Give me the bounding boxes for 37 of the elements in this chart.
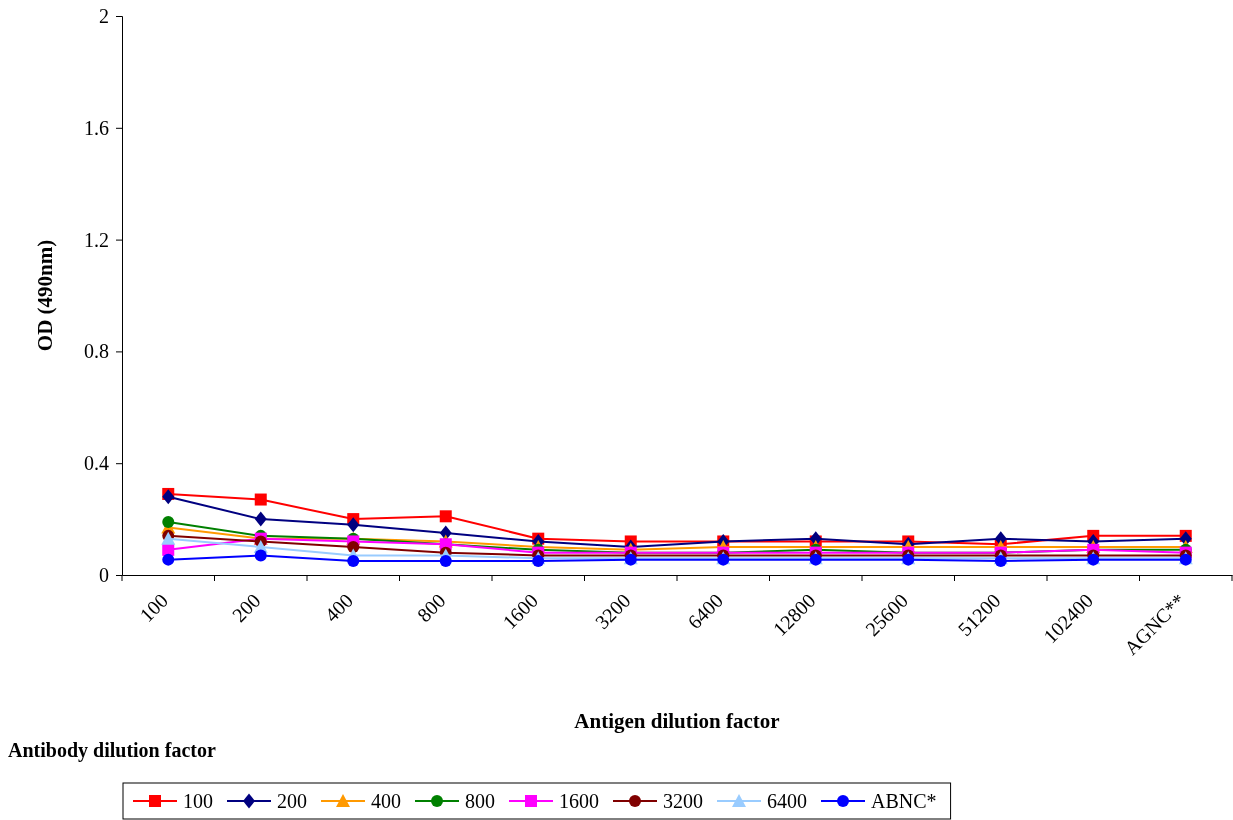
x-tick-label: 200 [227, 589, 265, 626]
point [254, 511, 267, 527]
point [347, 555, 360, 568]
point [162, 489, 175, 505]
x-tick-label: 6400 [683, 589, 728, 634]
legend-label: 400 [371, 790, 401, 812]
legend-title: Antibody dilution factor [8, 739, 216, 762]
legend-label: ABNC* [871, 790, 937, 812]
x-tick-label: 400 [320, 589, 358, 626]
y-tick-label: 0.4 [84, 452, 109, 475]
point [347, 541, 360, 554]
point [994, 555, 1007, 568]
legend-label: 200 [277, 790, 307, 812]
legend-label: 3200 [663, 790, 703, 812]
y-axis-title: OD (490nm) [33, 239, 57, 352]
point [347, 517, 360, 533]
legend-label: 1600 [559, 790, 599, 812]
point [439, 555, 452, 568]
point [532, 555, 545, 568]
x-tick-label: 3200 [590, 589, 635, 634]
legend-label: 100 [183, 790, 213, 812]
y-tick-label: 0.8 [84, 340, 109, 363]
y-tick-label: 2 [99, 4, 109, 27]
x-tick-label: 800 [412, 589, 450, 626]
y-tick-label: 1.6 [84, 116, 109, 139]
y-tick-label: 0 [99, 563, 109, 586]
point [162, 515, 175, 528]
legend-label: 800 [465, 790, 495, 812]
legend-label: 6400 [767, 790, 807, 812]
y-tick-label: 1.2 [84, 228, 109, 251]
x-tick-label: 100 [135, 589, 173, 626]
point [254, 549, 267, 562]
point [162, 553, 175, 566]
point [254, 493, 267, 506]
x-axis-title: Antigen dilution factor [574, 709, 780, 733]
x-tick-label: 1600 [498, 589, 543, 634]
point [439, 510, 452, 523]
